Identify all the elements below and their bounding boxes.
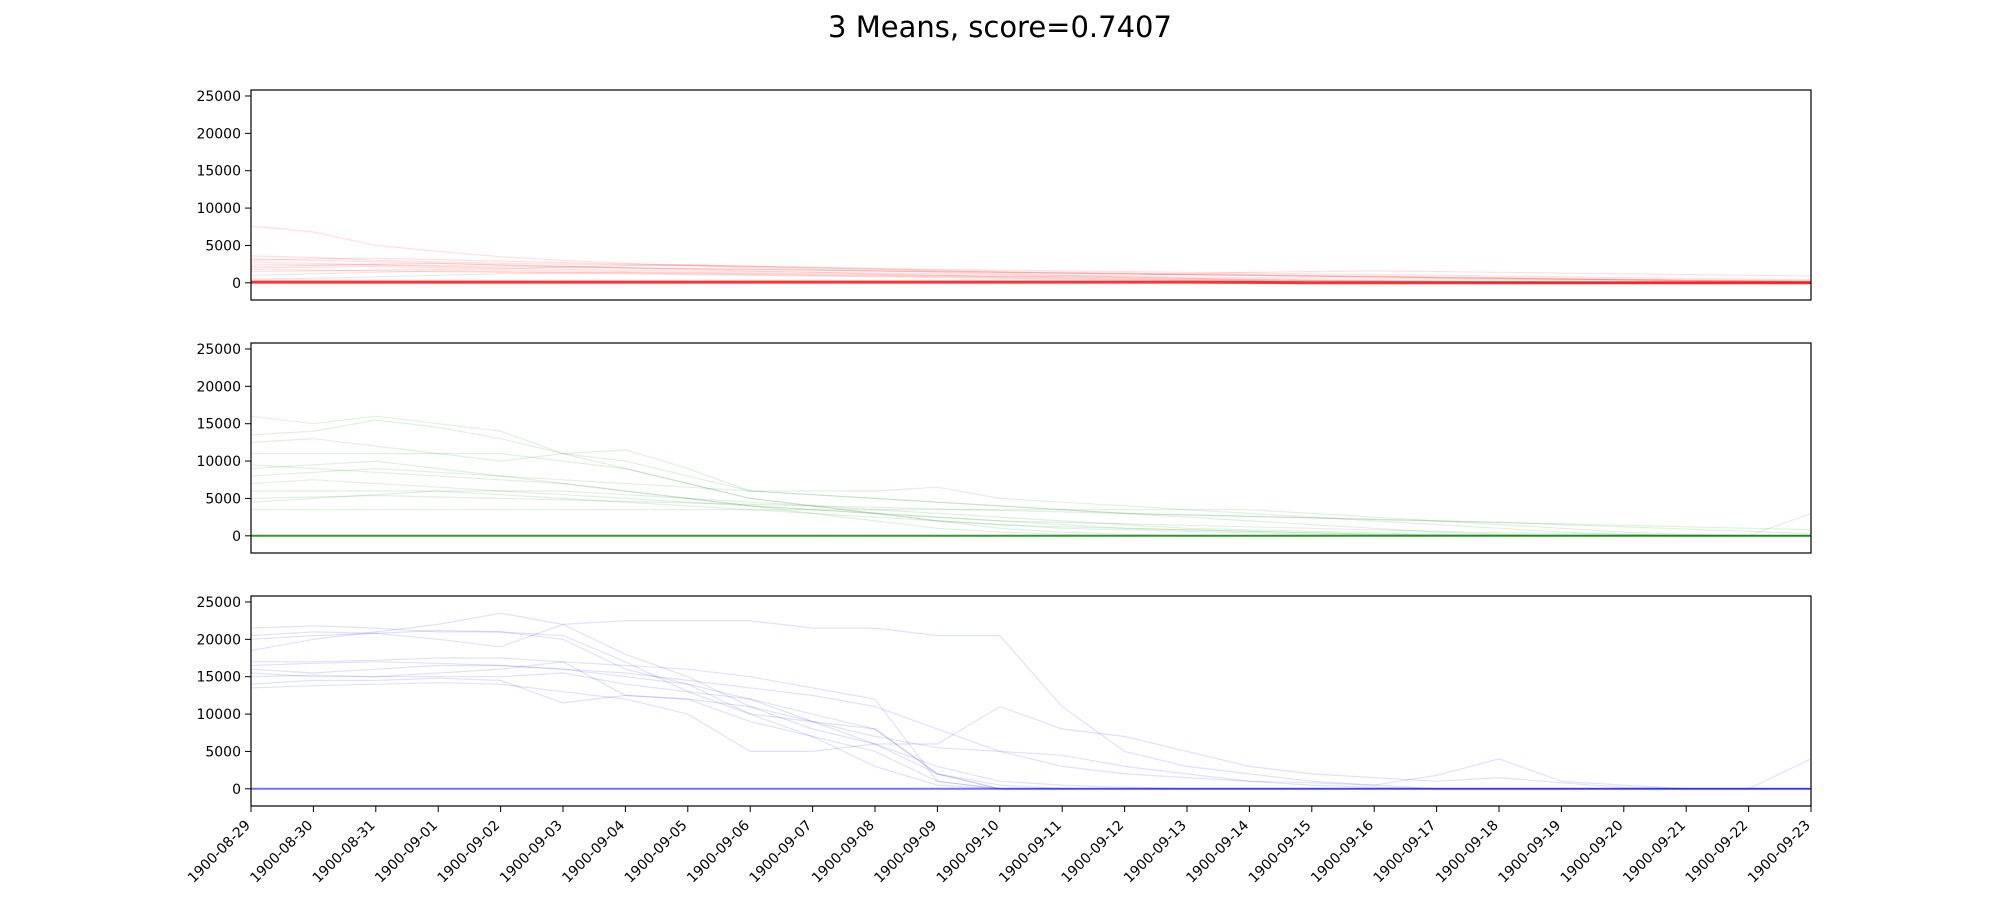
panel-2-series <box>251 415 1811 537</box>
panel-1-series <box>251 225 1811 285</box>
x-axis: 1900-08-291900-08-301900-08-311900-09-01… <box>185 806 1814 886</box>
x-tick-label: 1900-08-30 <box>247 818 316 887</box>
x-tick-label: 1900-09-22 <box>1683 818 1752 887</box>
centroid-line <box>251 280 1811 285</box>
x-tick-label: 1900-09-06 <box>684 817 753 886</box>
x-tick-label: 1900-09-04 <box>559 817 628 886</box>
chart-title: 3 Means, score=0.7407 <box>828 10 1172 44</box>
panel-3: 0 5000 10000 15000 20000 25000 <box>196 595 1812 807</box>
member-line-11 <box>251 661 1811 790</box>
member-line-2 <box>251 629 1811 790</box>
member-line-6 <box>251 268 1811 282</box>
y-tick-label: 20000 <box>196 379 241 395</box>
x-tick-label: 1900-09-08 <box>809 818 878 887</box>
member-line-8 <box>251 677 1811 790</box>
x-tick-label: 1900-09-01 <box>372 818 441 887</box>
y-tick-label: 25000 <box>196 342 241 358</box>
y-tick-label: 10000 <box>196 707 241 723</box>
member-line-5 <box>251 264 1811 283</box>
x-tick-label: 1900-09-03 <box>497 818 566 887</box>
x-tick-label: 1900-09-10 <box>934 818 1003 887</box>
member-line-3 <box>251 612 1811 790</box>
x-tick-label: 1900-09-18 <box>1433 818 1502 887</box>
panel-1: 0 5000 10000 15000 20000 25000 <box>196 89 1812 301</box>
x-tick-label: 1900-09-17 <box>1371 818 1440 887</box>
x-tick-label: 1900-09-12 <box>1059 818 1128 887</box>
x-tick-label: 1900-09-09 <box>871 818 940 887</box>
panel-2: 0 5000 10000 15000 20000 25000 <box>196 342 1812 554</box>
member-line-10 <box>251 258 1811 283</box>
y-tick-label: 10000 <box>196 201 241 217</box>
x-tick-label: 1900-09-14 <box>1183 817 1252 886</box>
panel-frame <box>250 89 1812 301</box>
x-tick-label: 1900-09-19 <box>1495 818 1564 887</box>
x-tick-label: 1900-09-13 <box>1121 818 1190 887</box>
y-tick-label: 15000 <box>196 670 241 686</box>
y-tick-label: 25000 <box>196 89 241 105</box>
x-tick-label: 1900-09-16 <box>1308 817 1377 886</box>
x-tick-label: 1900-08-29 <box>185 818 254 887</box>
member-line-9 <box>251 261 1811 277</box>
chart-panels: 0 5000 10000 15000 20000 25000 0 5000 10000 15000… <box>196 89 1812 807</box>
member-line-7 <box>251 479 1811 537</box>
member-line-6 <box>251 467 1811 535</box>
member-line-9 <box>251 494 1811 531</box>
x-tick-label: 1900-09-15 <box>1246 818 1315 887</box>
member-line-10 <box>251 509 1811 537</box>
panel-frame <box>250 595 1812 807</box>
panel-3-series <box>251 612 1811 790</box>
member-line-9 <box>251 682 1811 790</box>
y-tick-label: 0 <box>232 529 241 545</box>
member-line-4 <box>251 620 1811 790</box>
member-line-2 <box>251 255 1811 282</box>
member-line-3 <box>251 257 1811 281</box>
member-line-1 <box>251 415 1811 537</box>
x-tick-label: 1900-09-20 <box>1558 818 1627 887</box>
y-tick-label: 5000 <box>205 491 241 507</box>
y-tick-label: 5000 <box>205 238 241 254</box>
x-tick-label: 1900-09-11 <box>996 818 1065 887</box>
y-tick-label: 0 <box>232 782 241 798</box>
member-line-12 <box>251 264 1811 283</box>
y-tick-label: 20000 <box>196 126 241 142</box>
x-tick-label: 1900-09-05 <box>622 818 691 887</box>
x-tick-label: 1900-09-02 <box>435 818 504 887</box>
x-tick-label: 1900-09-23 <box>1745 818 1814 887</box>
y-tick-label: 5000 <box>205 744 241 760</box>
x-tick-label: 1900-09-21 <box>1620 818 1689 887</box>
x-tick-label: 1900-08-31 <box>310 818 379 887</box>
x-tick-label: 1900-09-07 <box>747 818 816 887</box>
member-line-3 <box>251 438 1811 537</box>
y-tick-label: 20000 <box>196 632 241 648</box>
panel-frame <box>250 342 1812 554</box>
member-line-1 <box>251 625 1811 790</box>
y-tick-label: 15000 <box>196 164 241 180</box>
member-line-7 <box>251 661 1811 790</box>
y-tick-label: 25000 <box>196 595 241 611</box>
member-line-10 <box>251 672 1811 790</box>
y-tick-label: 10000 <box>196 454 241 470</box>
y-tick-label: 0 <box>232 276 241 292</box>
y-tick-label: 15000 <box>196 417 241 433</box>
member-line-4 <box>251 453 1811 537</box>
member-line-5 <box>251 657 1811 790</box>
